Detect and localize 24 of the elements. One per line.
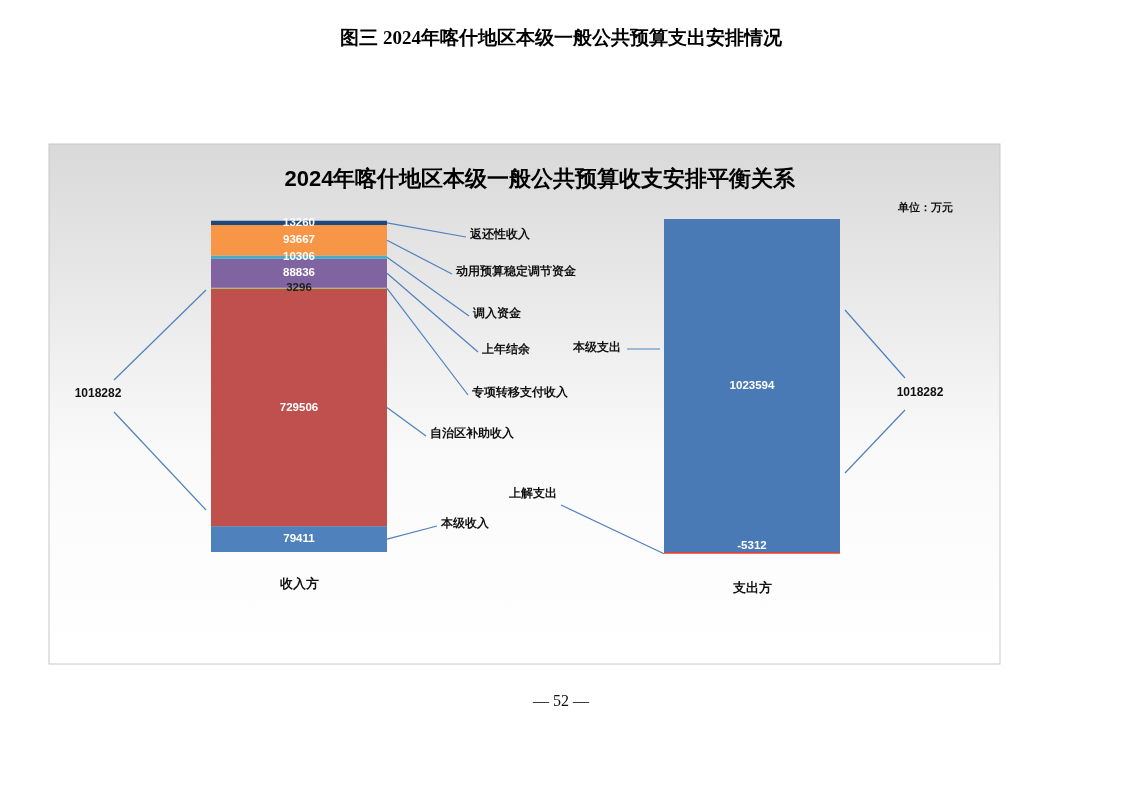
chart-title: 图三 2024年喀什地区本级一般公共预算支出安排情况 xyxy=(340,27,783,49)
text: 调入资金 xyxy=(472,306,522,321)
text: 专项转移支付收入 xyxy=(471,385,569,400)
data-label: 93667 xyxy=(283,233,315,246)
annotation: 1018282 xyxy=(74,386,122,401)
legend-label: 本级支出 xyxy=(572,340,621,355)
text: 返还性收入 xyxy=(469,227,531,242)
text: 动用预算稳定调节资金 xyxy=(455,264,577,279)
x-tick-label: 收入方 xyxy=(279,576,319,592)
text: 单位：万元 xyxy=(896,200,953,213)
data-label: 88836 xyxy=(283,266,315,279)
data-label: 729506 xyxy=(279,400,319,413)
data-label: -5312 xyxy=(737,539,767,552)
data-label: 79411 xyxy=(283,532,316,545)
text: 上解支出 xyxy=(508,486,557,501)
text: 上年结余 xyxy=(481,342,531,357)
annotation: 1018282 xyxy=(896,385,944,400)
text: — 52 — xyxy=(532,691,590,709)
x-tick-label: 支出方 xyxy=(731,580,772,596)
text: 本级收入 xyxy=(440,516,490,531)
chart-subtitle: 2024年喀什地区本级一般公共预算收支安排平衡关系 xyxy=(284,165,797,191)
data-label: 1023594 xyxy=(729,378,775,391)
data-label: 10306 xyxy=(283,250,315,263)
text: 自治区补助收入 xyxy=(430,426,515,441)
